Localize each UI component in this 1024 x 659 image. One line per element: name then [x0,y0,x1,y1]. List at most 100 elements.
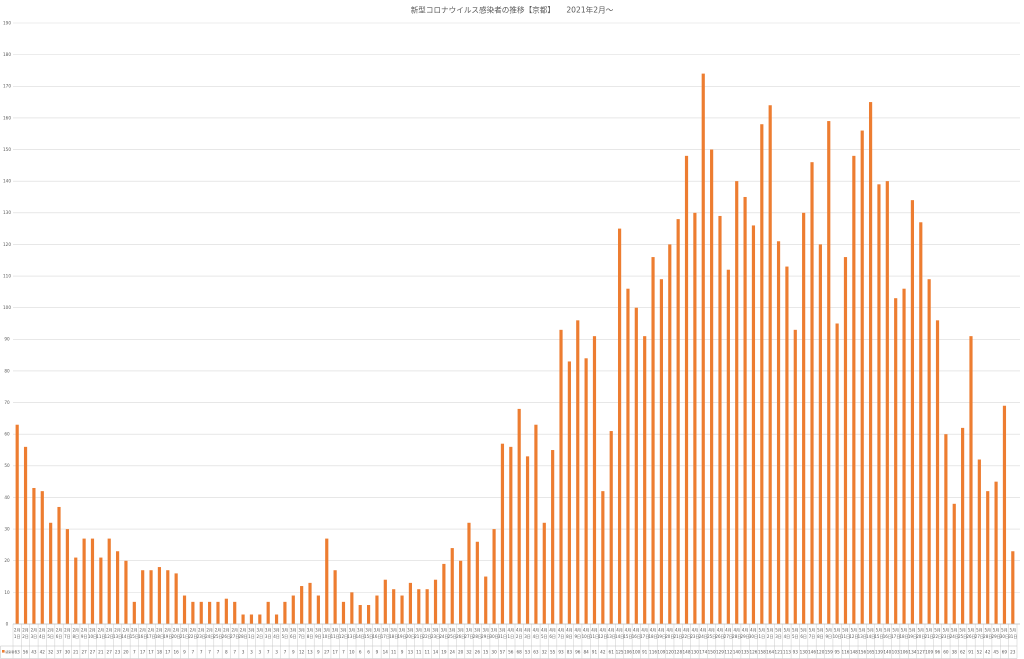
bar [810,162,814,624]
table-value: 53 [525,650,531,655]
bar [793,329,797,624]
table-value: 159 [825,650,833,655]
table-value: 7 [267,650,270,655]
bar [902,288,906,624]
bar [241,614,245,624]
bar [944,434,948,624]
x-tick-label: 2月 18日 [155,628,164,640]
table-value: 18 [157,650,163,655]
x-tick-label: 5月 6日 [800,628,807,640]
y-tick-label: 80 [4,368,10,373]
bar [341,601,346,624]
y-tick-label: 0 [6,621,9,626]
table-value: 23 [115,650,121,655]
table-value: 20 [123,650,129,655]
table-value: 30 [491,650,497,655]
bar [534,424,538,624]
bar [868,102,873,624]
table-value: 32 [466,650,472,655]
y-tick-label: 40 [4,495,10,500]
bar [517,408,521,624]
chart-title: 新型コロナウイルス感染者の推移【京都】 2021年2月～ [411,5,614,15]
bar [785,266,789,624]
bar [132,601,136,624]
x-tick-label: 3月 5日 [282,628,289,640]
bar [300,586,304,624]
y-tick-label: 30 [4,527,10,532]
table-value: 3 [275,650,278,655]
table-value: 83 [567,650,573,655]
x-tick-label: 3月 2日 [257,628,264,640]
x-tick-label: 2月 2日 [22,628,29,640]
y-tick-label: 120 [3,242,11,247]
bar [500,443,505,624]
y-tick-label: 10 [4,590,10,595]
table-value: 7 [208,650,211,655]
x-tick-label: 5月 13日 [858,628,867,640]
y-tick-label: 100 [3,305,11,310]
bar [149,570,153,624]
bar [617,228,622,624]
y-tick-label: 140 [3,179,11,184]
bar [735,181,739,624]
table-value: 121 [775,650,783,655]
x-tick-label: 2月 25日 [213,628,222,640]
bar [350,592,354,624]
x-tick-label: 2月 9日 [81,628,88,640]
x-tick-label: 3月 8日 [307,628,314,640]
bar [894,298,898,624]
x-tick-label: 4月 26日 [715,628,724,640]
x-tick-label: 2月 13日 [113,628,122,640]
bar [693,212,697,624]
bar [157,567,162,624]
x-tick-label: 3月 1日 [248,628,255,640]
table-value: 139 [875,650,883,655]
x-tick-label: 5月 11日 [841,628,850,640]
table-value: 13 [408,650,414,655]
bar [668,244,672,624]
bar [433,579,438,624]
x-tick-label: 4月 1日 [508,628,515,640]
bar [90,538,95,624]
bar [961,427,965,624]
bar [32,487,36,624]
gridlines [13,22,1020,593]
table-value: 3 [250,650,253,655]
table-value: 148 [683,650,691,655]
x-tick-label: 3月 23日 [431,628,440,640]
table-value: 140 [733,650,741,655]
x-tick-label: 4月 9日 [574,628,581,640]
bar [626,288,630,624]
x-tick-label: 3月 28日 [473,628,482,640]
bar [49,522,53,624]
bar [1002,405,1007,624]
x-tick-label: 3月 27日 [464,628,473,640]
table-value: 96 [935,650,941,655]
table-value: 96 [575,650,581,655]
y-tick-label: 180 [3,52,11,57]
table-value: 156 [858,650,866,655]
x-tick-label: 5月 27日 [975,628,984,640]
x-tick-label: 2月 23日 [197,628,206,640]
table-value: 6 [359,650,362,655]
table-value: 12 [299,650,305,655]
table-value: 7 [200,650,203,655]
table-value: 14 [433,650,439,655]
x-tick-label: 5月 21日 [925,628,934,640]
bar [459,560,463,624]
bar [249,614,254,624]
table-value: 91 [642,650,648,655]
x-tick-label: 5月 3日 [775,628,782,640]
y-tick-label: 130 [3,210,11,215]
table-value: 61 [609,650,615,655]
x-tick-label: 3月 17日 [381,628,390,640]
x-tick-label: 2月 26日 [222,628,231,640]
bar [885,181,889,624]
legend-key [2,650,5,653]
x-tick-label: 4月 15日 [623,628,632,640]
x-tick-label: 5月 31日 [1008,628,1017,640]
x-tick-label: 5月 7日 [809,628,816,640]
bar [467,522,471,624]
bar [977,459,981,624]
bar [852,155,856,624]
